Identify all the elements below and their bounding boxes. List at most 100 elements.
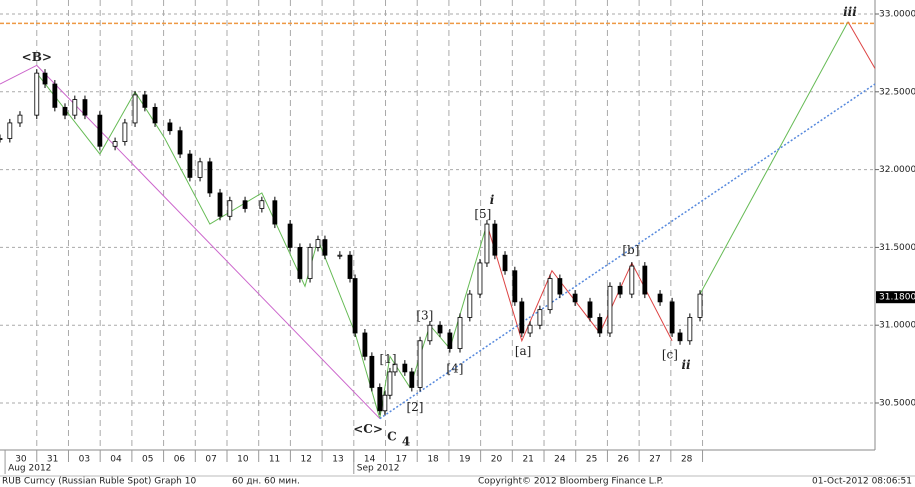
x-tick-label: 31	[47, 455, 58, 465]
candle-body	[337, 254, 343, 257]
candle-body	[207, 161, 213, 194]
candle-body	[259, 200, 265, 209]
candle-body	[347, 254, 353, 279]
x-tick-label: 06	[174, 455, 186, 465]
wave-label: [3]	[416, 308, 433, 322]
wave-label: iii	[843, 5, 857, 19]
candle-body	[242, 200, 248, 209]
candle-body	[467, 293, 473, 318]
candle-body	[437, 324, 443, 334]
candle-body	[152, 106, 158, 124]
candle-body	[315, 239, 321, 248]
x-tick-label: 26	[618, 455, 630, 465]
candle-body	[307, 247, 313, 279]
x-tick-label: 18	[427, 455, 439, 465]
candle-body	[187, 153, 193, 178]
candle-body	[272, 200, 278, 225]
candle-body	[402, 363, 408, 373]
x-tick-label: 28	[681, 455, 693, 465]
candle-body	[82, 99, 88, 116]
candle-body	[17, 114, 23, 124]
plot-area	[0, 0, 875, 450]
y-tick-label: 31.0000	[879, 321, 915, 331]
candle-body	[484, 223, 490, 264]
footer-text: Copyright© 2012 Bloomberg Finance L.P.	[478, 477, 663, 487]
candle-body	[387, 371, 393, 396]
candle-body	[42, 72, 48, 85]
candle-body	[697, 293, 703, 318]
y-tick-label: 33.0000	[879, 10, 915, 20]
x-tick-label: 12	[301, 455, 312, 465]
candle-body	[377, 387, 383, 412]
group-label: Aug 2012	[8, 464, 51, 474]
y-tick-label: 30.5000	[879, 399, 915, 409]
candle-body	[297, 247, 303, 279]
candle-body	[112, 141, 118, 147]
wave-label: C	[387, 430, 397, 444]
footer-text: RUB Curncy (Russian Ruble Spot) Graph 10	[2, 477, 196, 487]
candle-body	[477, 262, 483, 295]
candle-body	[447, 332, 453, 349]
x-tick-label: 25	[586, 455, 597, 465]
candle-body	[369, 355, 375, 388]
candle-body	[657, 293, 663, 303]
candle-body	[62, 106, 68, 116]
x-tick-label: 30	[15, 455, 27, 465]
candle-body	[34, 72, 40, 116]
candle-body	[97, 114, 103, 147]
last-price-label: 31.1800	[879, 293, 915, 303]
y-tick-label: 32.5000	[879, 87, 915, 97]
candle-body	[0, 138, 3, 140]
y-tick-label: 32.0000	[879, 165, 915, 175]
x-tick-label: 05	[142, 455, 153, 465]
wave-line	[0, 64, 381, 419]
candle-body	[669, 301, 675, 334]
candle-body	[362, 332, 368, 357]
candle-body	[687, 317, 693, 342]
candle-body	[409, 371, 415, 388]
x-tick-label: 07	[205, 455, 216, 465]
x-tick-label: 19	[459, 455, 471, 465]
candle-body	[142, 94, 148, 108]
candle-body	[677, 332, 683, 342]
last-price-box	[876, 291, 915, 304]
x-tick-label: 10	[237, 455, 249, 465]
wave-label: <B>	[22, 50, 52, 64]
candle-body	[457, 317, 463, 349]
candle-body	[7, 122, 13, 139]
wave-label: [4]	[446, 361, 463, 375]
group-label: Sep 2012	[357, 464, 400, 474]
x-tick-label: 20	[491, 455, 503, 465]
candle-body	[547, 278, 553, 311]
x-tick-label: 24	[554, 455, 566, 465]
candle-body	[322, 239, 328, 256]
candle-body	[167, 122, 173, 132]
x-tick-label: 11	[269, 455, 280, 465]
footer-text: 60 дн. 60 мин.	[232, 477, 300, 487]
candle-body	[572, 293, 578, 303]
candle-body	[217, 192, 223, 217]
wave-line	[847, 21, 876, 69]
x-tick-label: 17	[396, 455, 407, 465]
candle-body	[227, 200, 233, 217]
candle-body	[527, 324, 533, 334]
x-tick-label: 14	[364, 455, 376, 465]
wave-label: [b]	[622, 243, 639, 257]
x-tick-label: 21	[522, 455, 533, 465]
wave-line	[699, 21, 849, 295]
wave-label: <C>	[353, 422, 383, 436]
wave-label: i	[490, 193, 495, 207]
x-tick-label: 13	[332, 455, 343, 465]
candle-body	[537, 309, 543, 326]
candle-body	[52, 83, 58, 108]
candle-body	[512, 270, 518, 303]
candle-body	[287, 223, 293, 248]
candle-body	[597, 317, 603, 334]
candle-body	[427, 324, 433, 342]
x-tick-label: 03	[79, 455, 90, 465]
wave-label: ii	[681, 358, 691, 372]
candle-body	[382, 394, 388, 412]
candle-body	[417, 340, 423, 388]
